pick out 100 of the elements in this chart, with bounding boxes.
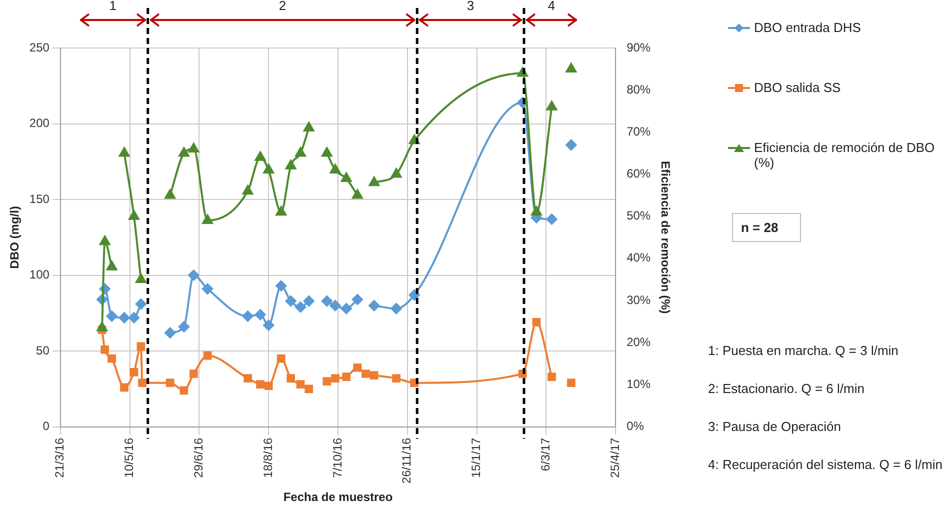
point xyxy=(166,378,174,388)
point xyxy=(203,351,212,360)
point xyxy=(330,164,341,174)
text: 4 xyxy=(548,0,556,13)
point xyxy=(178,147,190,157)
point xyxy=(368,176,380,186)
point xyxy=(244,374,252,382)
x-tick-label: 21/3/16 xyxy=(52,437,67,478)
point xyxy=(368,300,380,312)
point xyxy=(100,345,110,354)
point xyxy=(286,374,295,382)
point xyxy=(263,320,274,331)
point xyxy=(118,312,130,324)
x-tick-label: 29/6/16 xyxy=(192,437,206,478)
point xyxy=(285,160,296,170)
point xyxy=(548,372,556,381)
point xyxy=(189,370,198,378)
point xyxy=(532,318,541,326)
text: 1: Puesta en marcha. Q = 3 l/min xyxy=(708,343,898,358)
point xyxy=(128,210,140,220)
x-tick-label: 15/1/17 xyxy=(469,437,484,478)
y2-tick-label: 30% xyxy=(626,292,651,307)
point xyxy=(180,386,188,395)
text: 2: Estacionario. Q = 6 l/min xyxy=(708,381,864,396)
point xyxy=(106,310,118,322)
point xyxy=(106,260,118,270)
text: 1 xyxy=(109,0,116,13)
x-tick-label: 25/4/17 xyxy=(608,437,622,478)
point xyxy=(342,372,351,381)
y2-tick-label: 0% xyxy=(626,419,644,434)
point xyxy=(128,312,140,324)
point xyxy=(188,143,199,153)
text: 4: Recuperación del sistema. Q = 6 l/min xyxy=(708,457,942,472)
point xyxy=(178,321,190,332)
text: 3: Pausa de Operación xyxy=(708,419,841,434)
y-tick-label: 250 xyxy=(29,40,50,54)
point xyxy=(242,310,254,322)
y-axis-title: DBO (mg/l) xyxy=(8,206,22,269)
point xyxy=(546,214,558,225)
point xyxy=(164,189,176,199)
y-tick-label: 50 xyxy=(36,343,50,358)
x-axis-title: Fecha de muestreo xyxy=(283,490,393,504)
point xyxy=(304,122,314,132)
point xyxy=(566,63,576,73)
y2-tick-label: 10% xyxy=(626,377,651,392)
legend-label: Eficiencia de remoción de DBO (%) xyxy=(754,140,936,170)
y-tick-label: 150 xyxy=(29,192,50,206)
text: 2 xyxy=(278,0,286,13)
point xyxy=(136,273,146,283)
text: n = 28 xyxy=(732,213,802,242)
x-tick-label: 6/3/17 xyxy=(538,437,552,472)
point xyxy=(254,309,266,320)
point xyxy=(138,378,146,388)
point xyxy=(136,342,146,351)
y2-tick-label: 20% xyxy=(626,334,651,349)
point xyxy=(303,296,314,307)
point xyxy=(321,296,332,307)
point xyxy=(370,371,378,380)
point xyxy=(304,384,314,394)
legend-label: DBO salida SS xyxy=(754,80,842,95)
point xyxy=(276,354,286,363)
point xyxy=(295,302,306,313)
point xyxy=(390,303,402,314)
y2-tick-label: 50% xyxy=(626,208,651,223)
point xyxy=(242,185,254,195)
point xyxy=(188,270,200,281)
point xyxy=(390,168,402,178)
point xyxy=(135,298,146,310)
point xyxy=(118,147,130,157)
point xyxy=(108,354,116,363)
point xyxy=(130,368,138,376)
point xyxy=(202,214,213,224)
point xyxy=(296,380,305,389)
legend-label: DBO entrada DHS xyxy=(754,20,862,35)
point xyxy=(264,382,273,390)
point xyxy=(295,147,306,157)
point xyxy=(353,364,362,372)
point xyxy=(352,294,363,306)
x-tick-label: 7/10/16 xyxy=(330,437,344,478)
point xyxy=(566,139,577,150)
point xyxy=(330,300,341,312)
point xyxy=(392,374,400,382)
point xyxy=(331,374,340,382)
x-tick-label: 26/11/16 xyxy=(400,437,414,484)
point xyxy=(96,322,108,332)
point xyxy=(408,289,420,300)
y-tick-label: 0 xyxy=(42,419,50,434)
point xyxy=(276,280,287,292)
text: 3 xyxy=(466,0,474,13)
x-tick-label: 18/8/16 xyxy=(260,437,275,478)
y2-tick-label: 70% xyxy=(626,124,651,138)
point xyxy=(256,380,264,389)
y2-tick-label: 40% xyxy=(626,250,651,265)
point xyxy=(546,100,558,110)
y2-tick-label: 80% xyxy=(626,82,651,96)
point xyxy=(362,370,370,378)
point xyxy=(340,303,352,314)
point xyxy=(322,147,332,157)
point xyxy=(352,189,363,199)
point xyxy=(566,378,576,388)
